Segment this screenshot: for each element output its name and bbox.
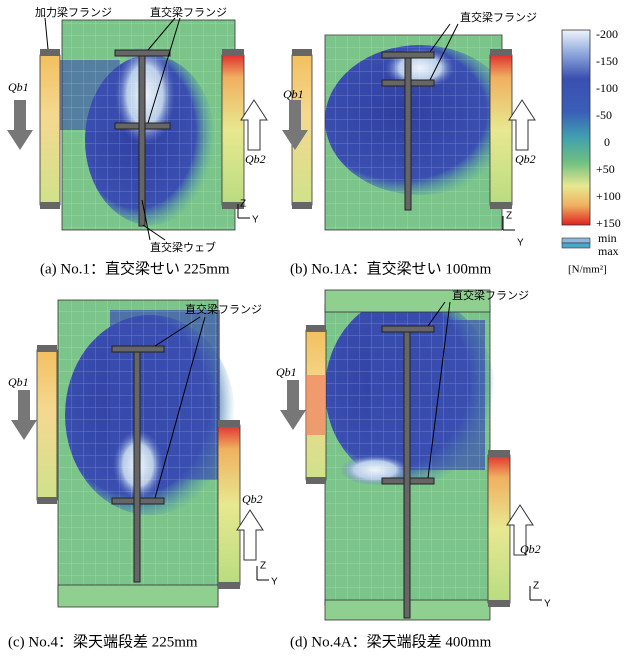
axis-y: Y	[271, 577, 278, 588]
colorbar-label: +150	[596, 216, 621, 230]
axis-z: Z	[533, 581, 539, 592]
qb2: Qb2	[520, 542, 541, 556]
caption: (a) No.1：直交梁せい 225mm	[40, 259, 230, 277]
qb1: Qb1	[283, 87, 304, 101]
axis-y: Y	[544, 599, 551, 610]
colorbar-label: 0	[604, 135, 610, 149]
caption: (d) No.4A：梁天端段差 400mm	[290, 633, 492, 650]
colorbar-label: -200	[596, 27, 618, 41]
annotation: 直交梁フランジ	[460, 10, 537, 24]
colorbar-label: -100	[596, 81, 618, 95]
qb2: Qb2	[245, 152, 266, 166]
annotation: 直交梁ウェブ	[150, 240, 216, 254]
colorbar-label: +50	[596, 162, 615, 176]
axis-z: Z	[240, 199, 246, 210]
max-label: max	[598, 244, 619, 258]
panel-b: Qb1 Qb2 Z Y 直交梁フランジ (b) No.1A：直交梁せい 100m…	[282, 10, 537, 277]
caption: (b) No.1A：直交梁せい 100mm	[290, 259, 492, 277]
axis-y: Y	[252, 215, 259, 226]
axis-y: Y	[517, 238, 524, 249]
colorbar: -200 -150 -100 -50 0 +50 +100 +150 min m…	[562, 27, 621, 276]
colorbar-label: -50	[596, 108, 612, 122]
axis-z: Z	[506, 211, 512, 222]
caption: (c) No.4：梁天端段差 225mm	[8, 633, 198, 650]
annotation: 直交梁フランジ	[150, 5, 227, 19]
figure: Qb1 Qb2 Z Y 加力梁フランジ 直交梁フランジ 直交梁ウェブ (a) N…	[0, 0, 627, 658]
unit: [N/mm²]	[568, 264, 607, 276]
annotation: 加力梁フランジ	[35, 5, 112, 19]
qb1: Qb1	[8, 375, 29, 389]
panel-a: Qb1 Qb2 Z Y 加力梁フランジ 直交梁フランジ 直交梁ウェブ (a) N…	[7, 5, 267, 277]
annotation: 直交梁フランジ	[185, 302, 262, 316]
qb2: Qb2	[515, 152, 536, 166]
colorbar-label: +100	[596, 189, 621, 203]
qb1: Qb1	[8, 80, 29, 94]
colorbar-label: -150	[596, 54, 618, 68]
axis-z: Z	[260, 561, 266, 572]
panel-d: Qb1 Qb2 Z Y 直交梁フランジ (d) No.4A：梁天端段差 400m…	[276, 288, 551, 650]
annotation: 直交梁フランジ	[452, 288, 529, 302]
min-label: min	[598, 231, 617, 245]
panel-c: Qb1 Qb2 Z Y 直交梁フランジ (c) No.4：梁天端段差 225mm	[8, 300, 278, 650]
qb2: Qb2	[242, 492, 263, 506]
qb1: Qb1	[276, 365, 297, 379]
